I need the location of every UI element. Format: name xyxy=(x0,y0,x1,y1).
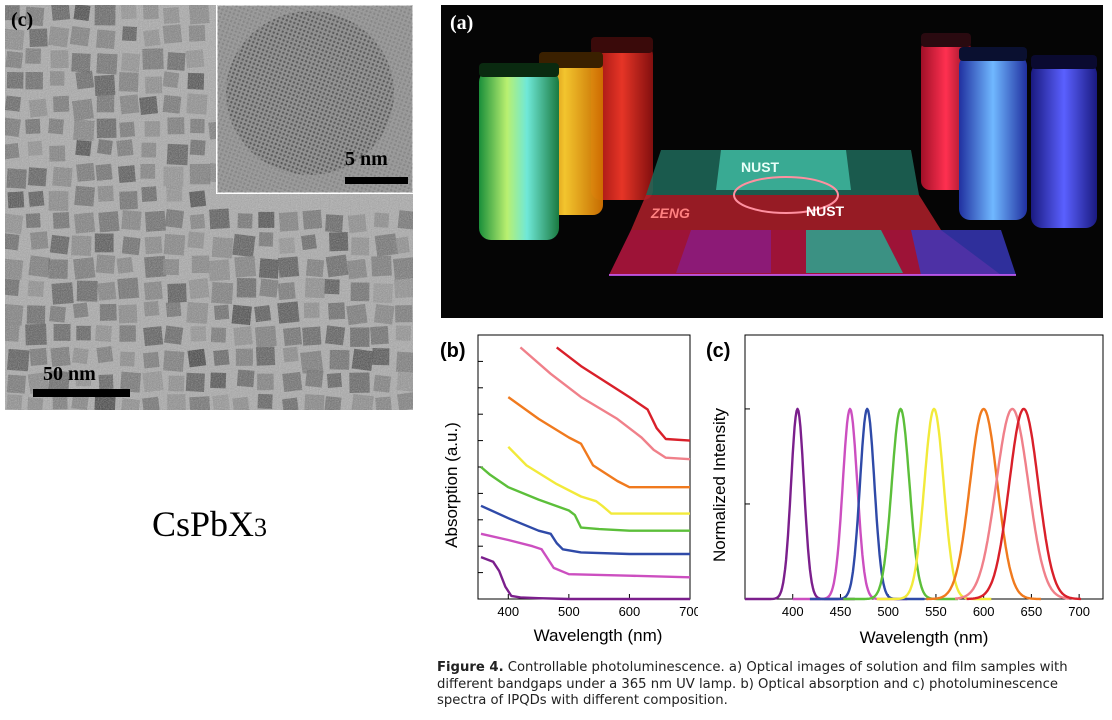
inset-scale-bar xyxy=(345,177,408,184)
pl-series-line xyxy=(809,407,925,601)
pl-series-line xyxy=(744,407,856,601)
main-scale-label: 50 nm xyxy=(43,363,96,385)
abs-plot-frame xyxy=(477,334,691,600)
formula-base: CsPbX xyxy=(152,504,255,544)
abs-series-line xyxy=(507,445,690,515)
figure-caption: Figure 4. Controllable photoluminescence… xyxy=(437,660,1109,710)
film-label-top: NUST xyxy=(741,159,780,175)
abs-x-axis-label: Wavelength (nm) xyxy=(534,626,663,645)
pl-x-axis-label: Wavelength (nm) xyxy=(860,628,989,647)
pl-x-tick-label: 600 xyxy=(973,604,995,619)
vials-and-films-photo: NUST ZENG NUST xyxy=(441,5,1103,318)
film-samples: NUST ZENG NUST xyxy=(609,150,1016,276)
vial-group-left xyxy=(479,37,653,240)
pl-chart-panel: (c) 400 450 500 550 600 650 700 Wavelength (nm… xyxy=(700,325,1112,655)
film-label-left: ZENG xyxy=(650,205,690,221)
panel-label-pl: (c) xyxy=(706,340,730,362)
abs-series-line xyxy=(480,555,690,601)
abs-x-tick-label: 600 xyxy=(619,604,641,619)
caption-label: Figure 4. xyxy=(437,660,504,675)
absorption-chart: (b) 400 500 600 700 Wavelength (nm) Absorpt… xyxy=(440,334,701,645)
tem-micrograph xyxy=(5,5,413,410)
abs-series-line xyxy=(507,396,690,489)
abs-series-line xyxy=(480,504,690,556)
pl-series-line xyxy=(966,407,1082,601)
pl-series-line xyxy=(926,407,1042,601)
hrtem-inset xyxy=(216,5,413,194)
pl-series-line xyxy=(954,407,1070,600)
photoluminescence-chart: (c) 400 450 500 550 600 650 700 Wavelength (nm… xyxy=(706,334,1104,647)
abs-x-tick-label: 700 xyxy=(679,604,698,619)
abs-x-tick-label: 500 xyxy=(558,604,580,619)
abs-series-line xyxy=(555,346,691,442)
main-scale-bar xyxy=(33,389,130,397)
pl-series-line xyxy=(876,407,992,601)
panel-label-abs: (b) xyxy=(440,340,466,362)
pl-x-tick-label: 650 xyxy=(1021,604,1043,619)
abs-series-line xyxy=(519,346,691,461)
abs-series-line xyxy=(480,532,691,579)
pl-x-tick-label: 550 xyxy=(925,604,947,619)
formula-subscript: 3 xyxy=(254,513,268,542)
panel-label-tem: (c) xyxy=(11,9,34,31)
abs-series-line xyxy=(480,466,690,532)
chemical-formula: CsPbX3 xyxy=(152,503,267,545)
vial-group-right xyxy=(921,33,1097,228)
tem-image-panel: (c) 5 nm 50 nm xyxy=(5,5,413,410)
abs-y-axis-label: Absorption (a.u.) xyxy=(442,422,461,548)
film-label-right: NUST xyxy=(806,203,845,219)
pl-y-axis-label: Normalized Intensity xyxy=(710,408,729,563)
pl-x-tick-label: 700 xyxy=(1068,604,1090,619)
abs-x-tick-label: 400 xyxy=(497,604,519,619)
caption-text: Controllable photoluminescence. a) Optic… xyxy=(437,660,1068,708)
absorption-chart-panel: (b) 400 500 600 700 Wavelength (nm) Absorpt… xyxy=(438,325,701,655)
pl-x-tick-label: 400 xyxy=(782,604,804,619)
pl-x-tick-label: 500 xyxy=(877,604,899,619)
panel-label-photo: (a) xyxy=(450,12,474,34)
inset-scale-label: 5 nm xyxy=(345,148,388,170)
photo-panel: NUST ZENG NUST (a) xyxy=(441,5,1103,318)
pl-x-tick-label: 450 xyxy=(830,604,852,619)
